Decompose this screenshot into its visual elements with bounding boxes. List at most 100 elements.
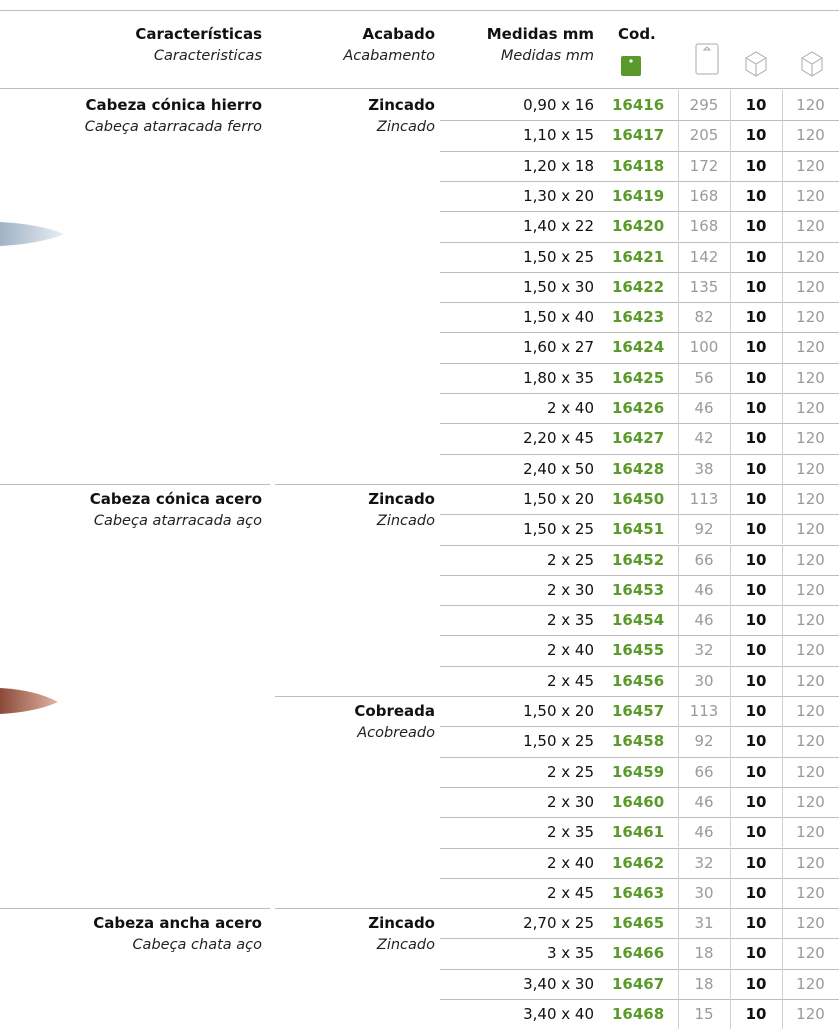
- size: 0,90 x 16: [523, 96, 594, 114]
- col-line: [730, 332, 731, 363]
- pack-qty: 172: [689, 156, 719, 175]
- col-line: [782, 514, 783, 545]
- size: 2 x 25: [546, 762, 594, 781]
- pack-qty: 32: [694, 641, 714, 660]
- row-line: [440, 150, 839, 152]
- col-line: [678, 302, 679, 333]
- pack-qty: 168: [689, 217, 719, 236]
- size: 3,40 x 40: [523, 1005, 594, 1023]
- box-qty: 10: [745, 520, 767, 539]
- col-line: [678, 90, 679, 121]
- pack-qty: 205: [689, 126, 719, 145]
- code: 16460: [612, 792, 665, 811]
- col-line: [678, 756, 679, 787]
- col-line: [678, 817, 679, 848]
- col-line: [678, 241, 679, 272]
- carton-qty: 120: [796, 792, 825, 811]
- pack-qty: 32: [694, 853, 714, 872]
- carton-qty: 120: [796, 853, 825, 872]
- pack-qty: 142: [689, 247, 719, 266]
- col-line: [678, 938, 679, 969]
- col-line: [782, 120, 783, 151]
- row-line: [440, 302, 839, 304]
- col-line: [782, 483, 783, 515]
- code: 16423: [612, 308, 665, 327]
- carton-qty: 120: [796, 641, 825, 660]
- size: 2,70 x 25: [523, 914, 594, 933]
- pack-qty: 46: [694, 580, 714, 599]
- col-line: [730, 453, 731, 484]
- box-qty: 10: [745, 96, 767, 114]
- box-icon: [801, 51, 823, 77]
- carton-qty: 120: [796, 217, 825, 236]
- box-qty: 10: [745, 186, 767, 205]
- header-label-pt: Acabamento: [343, 48, 435, 64]
- box-qty: 10: [745, 1005, 767, 1023]
- col-line: [782, 271, 783, 303]
- box-qty: 10: [745, 702, 767, 720]
- col-line: [782, 999, 783, 1029]
- size: 2,40 x 50: [523, 459, 594, 478]
- feature-pt: Cabeça atarracada aço: [93, 512, 262, 529]
- col-line: [782, 665, 783, 696]
- header-label: Cod.: [618, 25, 656, 43]
- pack-qty: 113: [689, 489, 719, 508]
- col-line: [730, 635, 731, 666]
- pack-qty: 92: [694, 732, 714, 751]
- screw-image: [0, 222, 64, 246]
- box-qty: 10: [745, 853, 767, 872]
- row-line: [440, 423, 839, 425]
- size: 2 x 45: [546, 883, 594, 902]
- col-line: [678, 847, 679, 878]
- row-line: [440, 332, 839, 334]
- size: 1,50 x 20: [523, 702, 594, 720]
- finish-pt: Zincado: [376, 119, 435, 135]
- col-line: [678, 120, 679, 151]
- carton-qty: 120: [796, 611, 825, 630]
- row-line: [440, 544, 839, 546]
- finish-pt: Zincado: [376, 937, 435, 954]
- code: 16416: [612, 96, 665, 114]
- col-line: [678, 514, 679, 545]
- box-qty: 10: [745, 611, 767, 630]
- col-line: [782, 756, 783, 787]
- col-line: [730, 241, 731, 272]
- carton-qty: 120: [796, 308, 825, 327]
- row-line: [440, 696, 839, 697]
- col-line: [782, 847, 783, 878]
- row-line: [440, 605, 839, 607]
- size: 1,40 x 22: [523, 217, 594, 236]
- size: 1,20 x 18: [523, 156, 594, 175]
- pack-qty: 18: [694, 944, 714, 963]
- col-line: [782, 635, 783, 666]
- col-line: [782, 453, 783, 484]
- size: 2 x 40: [546, 399, 594, 417]
- header-label: Medidas mm: [486, 25, 594, 43]
- carton-qty: 120: [796, 520, 825, 539]
- code: 16450: [612, 489, 665, 508]
- col-line: [678, 726, 679, 757]
- col-line: [782, 423, 783, 454]
- col-line: [730, 999, 731, 1029]
- col-line: [782, 908, 783, 939]
- code: 16451: [612, 520, 665, 539]
- code: 16462: [612, 853, 665, 872]
- box-qty: 10: [745, 247, 767, 266]
- carton-qty: 120: [796, 732, 825, 751]
- pack-qty: 46: [694, 792, 714, 811]
- carton-qty: 120: [796, 96, 825, 114]
- code: 16420: [612, 217, 665, 236]
- col-line: [678, 696, 679, 727]
- header-top-line: [0, 10, 839, 11]
- row-line: [440, 938, 839, 940]
- size: 1,80 x 35: [523, 368, 594, 387]
- row-line: [440, 211, 839, 213]
- col-line: [730, 180, 731, 212]
- finish-pt: Zincado: [376, 512, 435, 529]
- box-qty: 10: [745, 641, 767, 660]
- box-qty: 10: [745, 823, 767, 842]
- carton-qty: 120: [796, 126, 825, 145]
- col-line: [678, 150, 679, 181]
- col-line: [782, 90, 783, 121]
- carton-qty: 120: [796, 399, 825, 417]
